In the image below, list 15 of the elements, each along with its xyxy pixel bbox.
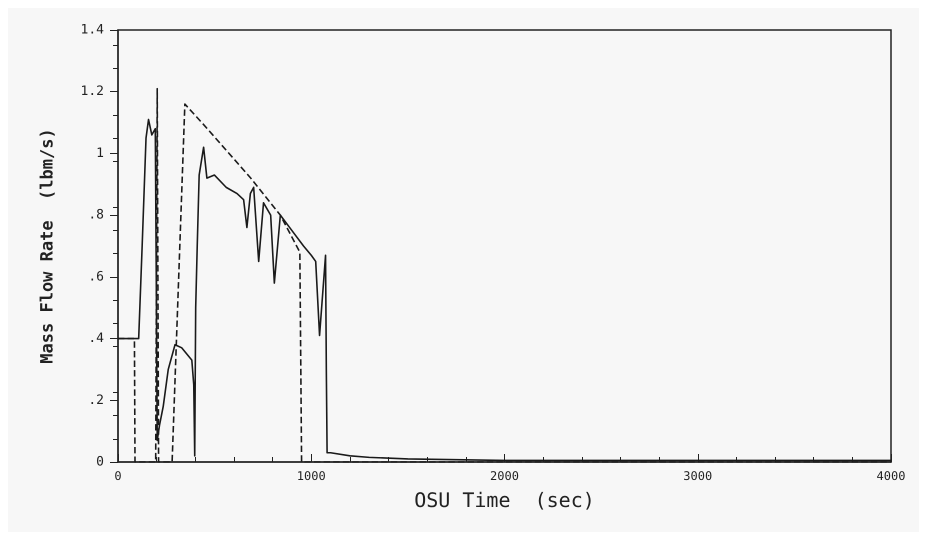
x-axis-title: OSU Time (sec) [414,488,595,512]
y-tick-label: 1.2 [80,84,104,100]
x-tick-label: 1000 [296,469,326,483]
y-tick-label: .8 [88,208,104,223]
x-tick-label: 0 [114,469,122,483]
x-tick-label: 2000 [490,469,519,483]
y-tick-label: 1.4 [80,22,104,38]
y-tick-label: 0 [96,454,104,470]
y-tick-label: .4 [88,331,104,346]
y-tick-label: .2 [88,392,104,408]
y-tick-label: 1 [96,146,104,161]
y-axis-title: Mass Flow Rate (lbm/s) [38,128,58,364]
x-tick-label: 3000 [683,469,712,483]
y-tick-label: .6 [88,269,104,284]
x-tick-label: 4000 [876,469,906,483]
